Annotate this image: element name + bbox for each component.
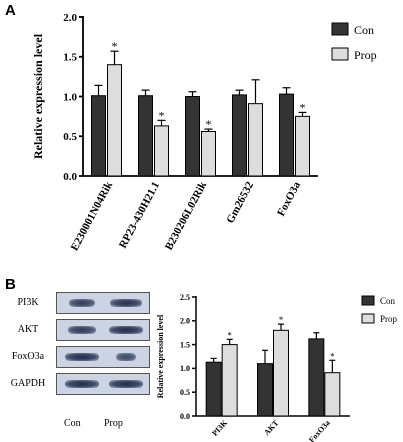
y-tick-label: 2.0	[63, 12, 77, 24]
chart-b: 0.0 0.5 1.0 1.5 2.0 2.5 Relative expression le…	[156, 293, 398, 442]
bar-con	[257, 363, 273, 417]
bar-con	[205, 361, 222, 417]
legend-label-prop: Prop	[380, 314, 398, 324]
y-tick-label: 0.5	[180, 388, 190, 397]
y-tick-label: 1.5	[180, 340, 190, 349]
x-tick-label: B230206L02Rik	[163, 179, 210, 252]
blot-band-prop	[115, 353, 137, 361]
legend-swatch-prop	[331, 47, 349, 61]
blot-strip	[56, 292, 150, 314]
significance-star: *	[159, 108, 165, 122]
legend-label-con: Con	[354, 23, 374, 37]
bar-prop	[107, 64, 122, 177]
panel-label-b: B	[5, 276, 16, 293]
bar-con	[91, 95, 106, 177]
significance-star: *	[112, 39, 118, 53]
y-tick-label: 2.0	[180, 317, 190, 326]
y-tick-label: 1.0	[180, 364, 190, 373]
bar-con	[138, 95, 153, 177]
significance-star: *	[330, 351, 335, 361]
bar-con	[185, 96, 200, 177]
blot-band-con	[64, 380, 100, 388]
y-tick-label: 0.0	[180, 412, 190, 421]
bar-prop	[273, 329, 289, 417]
blot-strip	[56, 319, 150, 341]
bar-con	[232, 94, 247, 177]
bar-prop	[201, 130, 216, 177]
bar-con	[308, 338, 325, 417]
y-tick-label: 2.5	[180, 293, 190, 302]
x-tick-label: FoxO3a	[307, 418, 332, 442]
x-tick-label: PI3K	[210, 418, 229, 438]
y-tick-label: 0.5	[63, 131, 77, 143]
legend-swatch-con	[331, 22, 349, 36]
blot-row-label: FoxO3a	[11, 351, 45, 362]
y-axis-label: Relative expression level	[156, 314, 165, 398]
x-tick-label: AKT	[262, 418, 281, 437]
blot-strip	[56, 373, 150, 395]
y-tick-label: 0.0	[63, 171, 77, 183]
bar-prop	[154, 125, 169, 177]
panel-label-a: A	[5, 2, 16, 19]
bar-prop	[221, 344, 238, 417]
x-tick-label: E230001N04Rik	[69, 179, 116, 253]
western-blot: PI3K AKT FoxO3a GAPDH Con Prop	[0, 290, 150, 440]
blot-lane-label-con: Con	[64, 418, 81, 429]
legend-label-con: Con	[380, 296, 396, 306]
legend-swatch-con	[361, 295, 375, 306]
blot-row-label: PI3K	[17, 297, 39, 308]
chart-a: 0.0 0.5 1.0 1.5 2.0 Relative expression level…	[31, 12, 377, 253]
x-tick-label: Gm26532	[224, 179, 256, 225]
significance-star: *	[300, 100, 306, 114]
blot-band-con	[68, 299, 96, 307]
blot-row-label: AKT	[17, 324, 39, 335]
blot-band-con	[64, 353, 100, 361]
legend-label-prop: Prop	[354, 48, 377, 62]
bar-con	[279, 93, 294, 177]
blot-lane-label-prop: Prop	[104, 418, 123, 429]
y-tick-label: 1.0	[63, 91, 77, 103]
blot-band-con	[67, 326, 97, 334]
significance-star: *	[206, 117, 212, 131]
bar-prop	[295, 115, 310, 177]
bar-prop	[324, 372, 341, 417]
significance-star: *	[279, 315, 284, 325]
blot-strip	[56, 346, 150, 368]
legend-swatch-prop	[361, 313, 375, 324]
x-tick-label: FoxO3a	[275, 179, 303, 218]
bar-prop	[248, 103, 263, 177]
blot-band-prop	[109, 299, 143, 307]
y-tick-label: 1.5	[63, 52, 77, 64]
y-axis-label: Relative expression level	[31, 33, 45, 159]
blot-band-prop	[108, 326, 144, 334]
significance-star: *	[227, 330, 232, 340]
blot-band-prop	[108, 380, 144, 388]
blot-row-label: GAPDH	[10, 378, 46, 389]
x-tick-label: RP23-430H21.1	[117, 180, 162, 251]
